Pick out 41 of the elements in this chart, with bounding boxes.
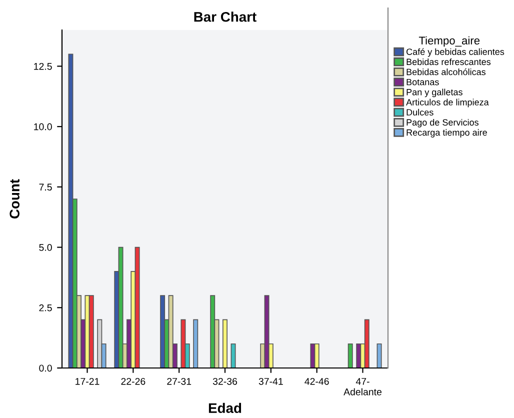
y-tick-label: 2.5 — [39, 304, 52, 312]
bar — [168, 295, 174, 368]
legend-label: Articulos de limpieza — [406, 98, 489, 108]
legend-label: Bebidas alcohólicas — [406, 68, 486, 76]
legend-label: Dulces — [406, 108, 434, 116]
y-tick-label: 12.5 — [34, 62, 52, 70]
bar — [348, 343, 353, 368]
legend-label: Café y bebidas calientes — [406, 48, 504, 57]
bar — [210, 295, 216, 368]
y-tick-label: 5.0 — [39, 244, 52, 251]
chart-title: Bar Chart — [194, 12, 256, 22]
y-tick-label: 0.0 — [39, 364, 52, 372]
x-tick-label: 37-41 — [258, 378, 283, 385]
bar — [222, 319, 228, 368]
bar — [314, 343, 320, 368]
bar — [180, 319, 186, 368]
bar — [193, 319, 198, 368]
bar — [376, 343, 382, 368]
y-tick-label: 7.5 — [39, 184, 52, 191]
x-tick-label: 27-31 — [167, 378, 192, 385]
bar — [88, 295, 94, 368]
x-tick-label: 42-46 — [304, 378, 329, 385]
bar — [97, 319, 102, 368]
bar — [134, 246, 140, 368]
x-axis-title: Edad — [208, 402, 242, 414]
x-tick-label: 17-21 — [76, 378, 100, 385]
x-tick-label: 47- Adelante — [344, 378, 382, 396]
x-tick-label: 22-26 — [121, 378, 146, 385]
legend-label: Pago de Servicios — [406, 118, 478, 128]
bar — [264, 295, 270, 368]
bar — [68, 54, 74, 368]
legend-label: Bebidas refrescantes — [406, 58, 491, 66]
bar — [118, 246, 124, 368]
bar — [364, 319, 370, 368]
y-tick-label: 10.0 — [34, 123, 52, 130]
legend-title: Tiempo_aire — [418, 36, 480, 47]
legend-label: Recarga tiempo aire — [406, 129, 487, 138]
x-tick-label: 32-36 — [212, 378, 238, 385]
y-axis-title: Count — [10, 179, 20, 218]
legend-label: Botanas — [406, 78, 439, 86]
legend-label: Pan y galletas — [406, 88, 462, 98]
